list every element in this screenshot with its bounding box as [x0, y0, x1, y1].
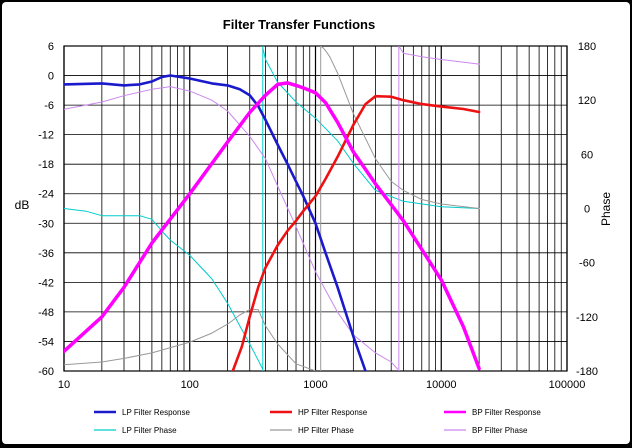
lp-filter-response-line — [64, 74, 367, 371]
y-tick-label: -6 — [44, 100, 54, 112]
x-tick-label: 100000 — [549, 379, 586, 391]
y-tick-label: -48 — [38, 307, 54, 319]
x-tick-label: 1000 — [303, 379, 327, 391]
lp-filter-phase-line — [64, 208, 264, 370]
y-tick-label: 0 — [48, 71, 54, 83]
hp-filter-phase-legend-label: HP Filter Phase — [298, 426, 354, 435]
bp-filter-phase-line — [398, 46, 480, 65]
hp-filter-phase-line — [64, 309, 316, 371]
y-tick-label: -36 — [38, 248, 54, 260]
hp-filter-response-legend-label: HP Filter Response — [298, 408, 368, 417]
y2-tick-label: -120 — [576, 312, 598, 324]
x-tick-label: 100 — [181, 379, 199, 391]
legend: LP Filter Response HP Filter Response BP F… — [94, 408, 541, 435]
y2-tick-label: 120 — [578, 95, 596, 107]
hp-filter-response-line — [231, 94, 481, 371]
y-axis-label: dB — [15, 198, 30, 212]
y2-tick-label: 0 — [584, 204, 590, 216]
y2-tick-label: -60 — [579, 258, 595, 270]
y-tick-label: -24 — [38, 189, 54, 201]
x-tick-label: 10 — [58, 379, 70, 391]
y2-tick-label: 60 — [581, 149, 593, 161]
y-tick-label: -42 — [38, 277, 54, 289]
chart-title: Filter Transfer Functions — [223, 17, 375, 32]
lp-filter-response-legend-label: LP Filter Response — [122, 408, 190, 417]
lp-filter-phase-line — [262, 47, 480, 209]
series-lines — [64, 46, 481, 371]
bp-filter-response-legend-label: BP Filter Response — [472, 408, 541, 417]
hp-filter-phase-line — [320, 46, 480, 209]
y2-tick-label: 180 — [578, 41, 596, 53]
y2-axis-label: Phase — [599, 192, 613, 226]
y-tick-label: -60 — [38, 366, 54, 378]
axis-ticks: 60-6-12-18-24-30-36-42-48-54-60180120600… — [38, 41, 598, 391]
y-tick-label: -18 — [38, 159, 54, 171]
y-tick-label: -30 — [38, 218, 54, 230]
y-tick-label: -12 — [38, 130, 54, 142]
bp-filter-phase-legend-label: BP Filter Phase — [472, 426, 528, 435]
y-tick-label: 6 — [48, 41, 54, 53]
x-tick-label: 10000 — [426, 379, 457, 391]
lp-filter-phase-legend-label: LP Filter Phase — [122, 426, 177, 435]
bp-filter-response-line — [64, 81, 481, 371]
plot-grid — [63, 45, 568, 372]
bp-filter-phase-line — [64, 86, 399, 370]
y2-tick-label: -180 — [576, 366, 598, 378]
y-tick-label: -54 — [38, 336, 54, 348]
